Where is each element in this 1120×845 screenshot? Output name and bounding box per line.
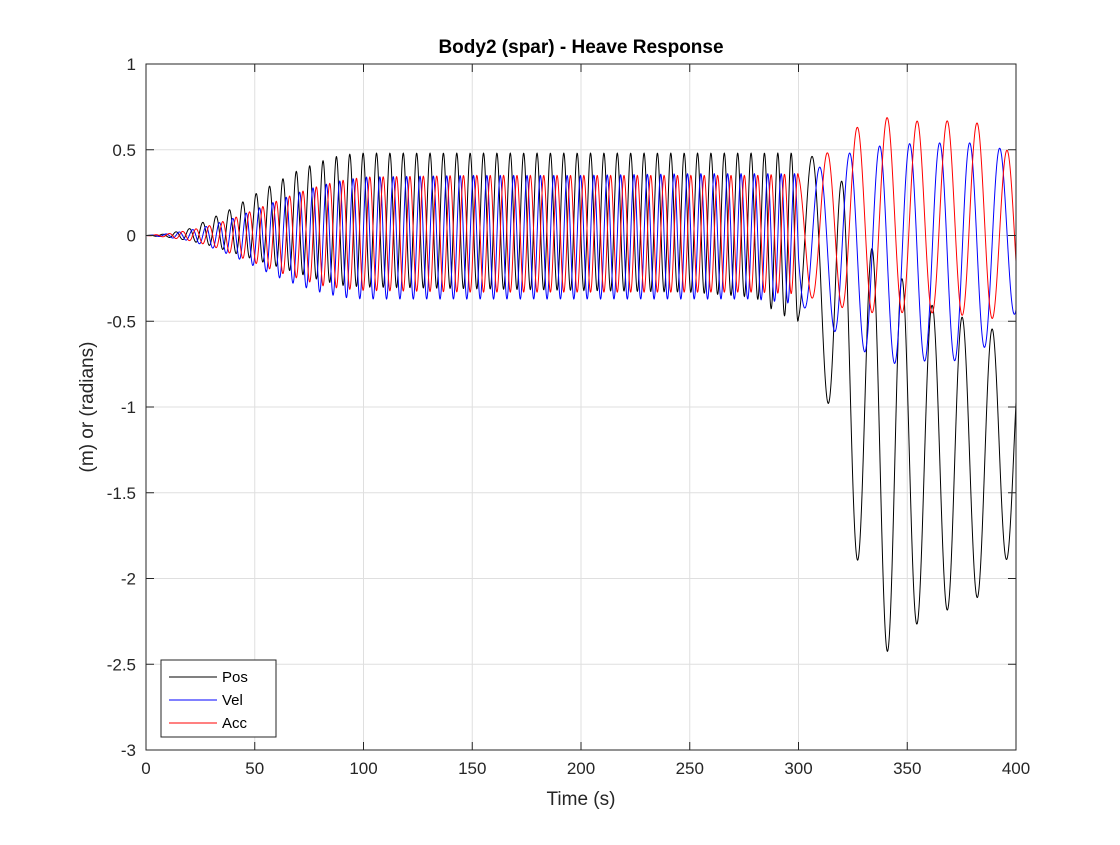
ticks: 0 50 100 150 200 250 300 350 400 -3 -2.5 -2 -1.5 -1 -0… <box>107 55 1030 778</box>
y-tick-label: -3 <box>121 741 136 760</box>
y-tick-label: -2.5 <box>107 655 136 674</box>
y-tick-label: 0.5 <box>112 141 136 160</box>
y-tick-label: -2 <box>121 570 136 589</box>
legend-box <box>160 659 277 738</box>
y-axis-label: (m) or (radians) <box>77 342 98 473</box>
x-tick-label: 350 <box>893 759 921 778</box>
x-axis-label: Time (s) <box>547 789 616 810</box>
legend-label-pos: Pos <box>222 669 248 686</box>
series-layer <box>146 117 1016 652</box>
legend-label-vel: Vel <box>222 692 243 709</box>
chart-title: Body2 (spar) - Heave Response <box>438 37 723 58</box>
x-tick-label: 300 <box>784 759 812 778</box>
y-tick-label: -1 <box>121 398 136 417</box>
y-tick-label: -1.5 <box>107 484 136 503</box>
y-tick-label: 1 <box>127 55 136 74</box>
series-line-acc <box>146 117 1016 319</box>
x-tick-label: 50 <box>245 759 264 778</box>
x-tick-label: 100 <box>349 759 377 778</box>
x-tick-label: 0 <box>141 759 150 778</box>
legend-label-acc: Acc <box>222 715 248 732</box>
y-tick-label: -0.5 <box>107 312 136 331</box>
plot-area <box>146 117 1016 652</box>
legend: Pos Vel Acc <box>160 659 277 738</box>
x-tick-label: 200 <box>567 759 595 778</box>
x-tick-label: 400 <box>1002 759 1030 778</box>
x-tick-label: 250 <box>676 759 704 778</box>
y-tick-label: 0 <box>127 227 136 246</box>
x-tick-label: 150 <box>458 759 486 778</box>
series-line-vel <box>146 142 1016 364</box>
